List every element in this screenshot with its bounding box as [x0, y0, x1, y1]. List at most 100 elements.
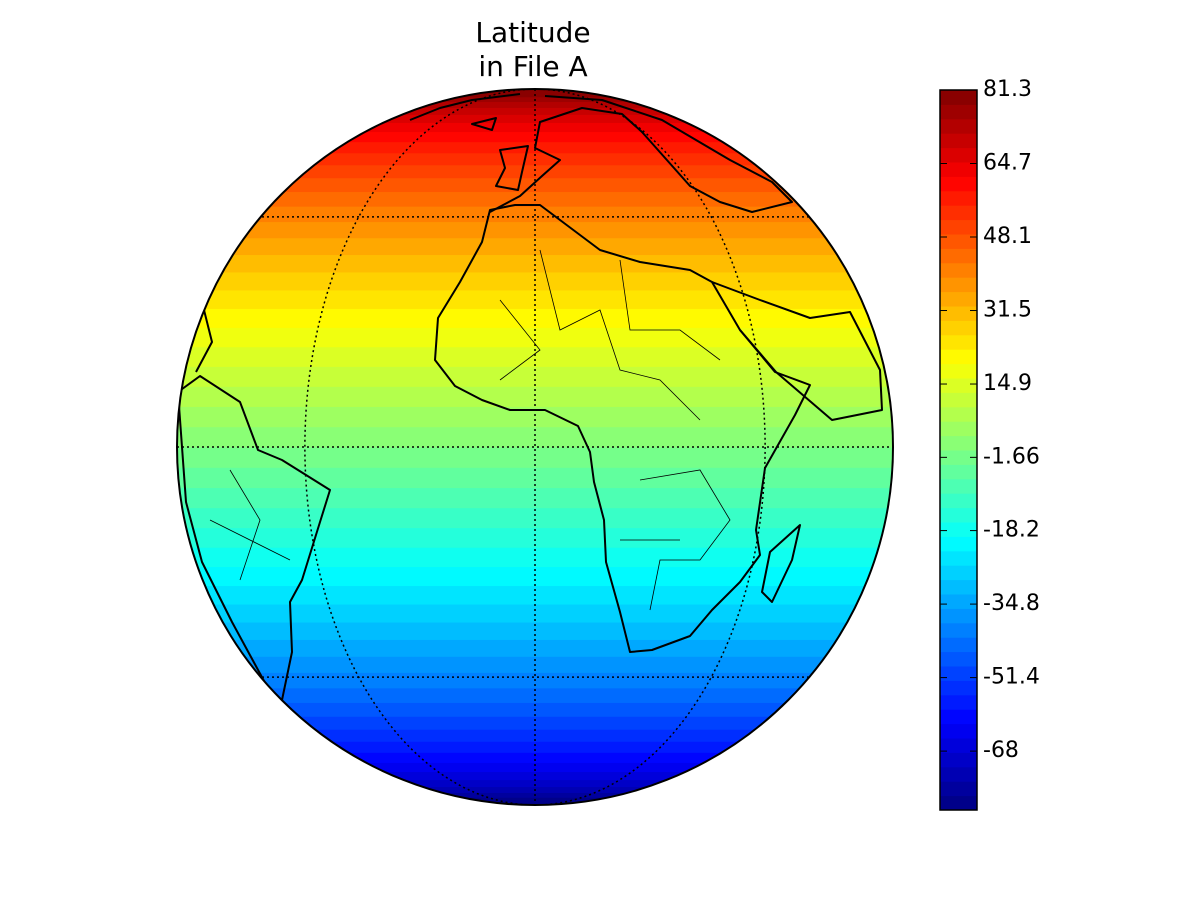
colorbar-band — [940, 219, 977, 235]
field-band — [177, 527, 893, 548]
colorbar-band — [940, 90, 977, 105]
field-band — [177, 741, 893, 753]
colorbar-band — [940, 738, 977, 753]
coastline — [434, 204, 811, 653]
colorbar-frame — [939, 89, 978, 811]
colorbar-band — [940, 622, 977, 638]
graticule — [177, 89, 893, 805]
field-band — [177, 762, 893, 773]
field-band — [177, 89, 893, 98]
colorbar-tick-label: 81.3 — [983, 77, 1032, 102]
globe-outline — [176, 88, 894, 806]
chart-title: Latitude — [475, 16, 590, 49]
colorbar-band — [940, 406, 977, 422]
colorbar-band — [940, 133, 977, 149]
colorbar-band — [940, 421, 977, 437]
colorbar-band — [940, 781, 977, 797]
colorbar-tick-label: -68 — [983, 738, 1019, 763]
colorbar-band — [940, 550, 977, 566]
colorbar-band — [940, 277, 977, 293]
field-band — [177, 797, 893, 805]
colorbar-band — [940, 234, 977, 249]
field-band — [177, 447, 893, 468]
field-band — [177, 426, 893, 448]
colorbar-band — [940, 637, 977, 653]
field-band — [177, 164, 893, 179]
colorbar-band — [940, 450, 977, 465]
colorbar-band — [940, 205, 977, 221]
border — [209, 249, 731, 611]
colorbar-band — [940, 795, 977, 811]
colorbar-band — [940, 522, 977, 537]
colorbar-band — [940, 334, 977, 350]
colorbar-band — [940, 176, 977, 192]
colorbar-tick-label: 14.9 — [983, 371, 1032, 396]
colorbar-band — [940, 464, 977, 480]
colorbar-band — [940, 694, 977, 710]
colorbar-band — [940, 291, 977, 307]
colorbar-band — [940, 147, 977, 163]
colorbar-band — [940, 752, 977, 768]
field-band — [177, 122, 893, 133]
colorbar-band — [940, 680, 977, 696]
field-band — [177, 406, 893, 428]
field-band — [177, 566, 893, 587]
field-band — [177, 752, 893, 763]
colorbar-band — [940, 579, 977, 595]
field-band — [177, 152, 893, 166]
colorbar-band — [940, 478, 977, 494]
field-band — [177, 547, 893, 568]
colorbar-band — [940, 493, 977, 509]
colorbar-band — [940, 507, 977, 523]
colorbar-band — [940, 709, 977, 725]
field-band — [177, 386, 893, 407]
colorbar-tick-label: -34.8 — [983, 591, 1040, 616]
field-band — [177, 237, 893, 256]
field-band — [177, 716, 893, 730]
field-band — [177, 254, 893, 273]
field-band — [177, 779, 893, 788]
coastline — [489, 95, 793, 213]
coastline — [711, 281, 883, 421]
chart-title: in File A — [478, 50, 587, 83]
colorbar-tick-label: -1.66 — [983, 444, 1040, 469]
field-band — [177, 507, 893, 529]
colorbar-band — [940, 104, 977, 120]
colorbar-band — [940, 190, 977, 206]
colorbar-tick-label: -51.4 — [983, 665, 1040, 690]
colorbar-tick-label: -18.2 — [983, 518, 1040, 543]
field-band — [177, 308, 893, 328]
colorbar-band — [940, 378, 977, 393]
meridian — [304, 89, 766, 805]
field-band — [177, 346, 893, 367]
coastline — [761, 524, 801, 603]
colorbar-band — [940, 435, 977, 451]
colorbar-band — [940, 162, 977, 177]
colorbar-band — [940, 392, 977, 408]
field-band — [177, 366, 893, 387]
colorbar-band — [940, 594, 977, 609]
colorbar-band — [940, 363, 977, 379]
colorbar-band — [940, 306, 977, 321]
coastline — [177, 375, 331, 723]
field-band — [177, 327, 893, 348]
colorbar: -68 -51.4 -34.8 -18.2 -1.66 14.9 31.5 48.1 64.7 8… — [939, 77, 1040, 811]
field-band — [177, 131, 893, 143]
colorbar-band — [940, 565, 977, 581]
colorbar-band — [940, 118, 977, 134]
coastline — [495, 145, 529, 191]
colorbar-band — [940, 262, 977, 278]
colorbar-band — [940, 608, 977, 624]
field-band — [177, 114, 893, 123]
colorbar-band — [940, 248, 977, 264]
colorbar-band — [940, 666, 977, 681]
field-band — [177, 107, 893, 115]
coastline — [409, 93, 521, 131]
colorbar-tick-label: 31.5 — [983, 298, 1032, 323]
field-band — [177, 467, 893, 489]
colorbar-band — [940, 766, 977, 782]
colorbar-band — [940, 349, 977, 365]
field-band — [177, 639, 893, 657]
colorbar-band — [940, 320, 977, 336]
